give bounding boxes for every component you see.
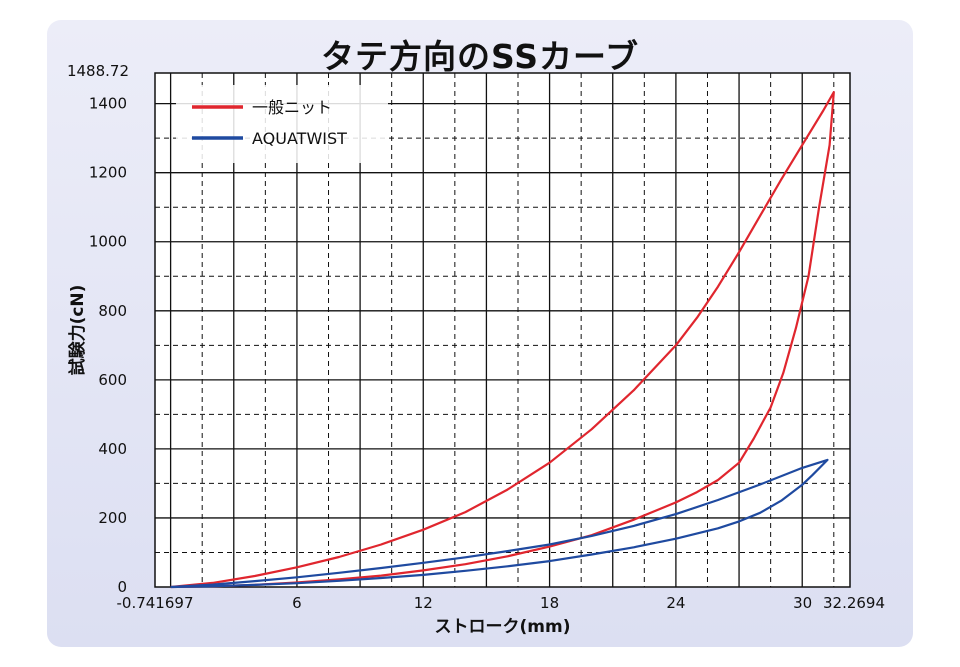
x-tick-label: 32.2694 [823, 594, 885, 612]
x-tick-label: 18 [540, 594, 559, 612]
y-tick-label: 1488.72 [67, 62, 129, 80]
legend: 一般ニット AQUATWIST [176, 85, 388, 163]
legend-label-2: AQUATWIST [252, 129, 347, 148]
legend-label-1: 一般ニット [252, 98, 332, 117]
y-tick-label: 800 [98, 302, 127, 320]
series-layer [170, 91, 835, 589]
x-axis-title: ストローク(mm) [435, 617, 571, 637]
y-tick-label: 600 [98, 371, 127, 389]
y-tick-label: 1000 [89, 233, 127, 251]
y-tick-label: 200 [98, 509, 127, 527]
y-tick-label: 0 [117, 578, 127, 596]
tick-labels: -0.741697 6 12 18 24 30 32.2694 0 200 400 600 800 10… [67, 62, 885, 612]
y-tick-label: 400 [98, 440, 127, 458]
x-tick-label: 12 [414, 594, 433, 612]
series-line-1 [170, 91, 835, 589]
x-tick-label: 6 [292, 594, 302, 612]
x-tick-label: 30 [793, 594, 812, 612]
series-line-2 [170, 458, 829, 589]
legend-box [176, 85, 388, 163]
y-tick-label: 1400 [89, 95, 127, 113]
x-tick-label: -0.741697 [117, 594, 194, 612]
y-axis-title: 試験力(cN) [67, 285, 88, 376]
x-tick-label: 24 [666, 594, 685, 612]
y-tick-label: 1200 [89, 164, 127, 182]
chart-title: タテ方向のSSカーブ [320, 37, 640, 76]
